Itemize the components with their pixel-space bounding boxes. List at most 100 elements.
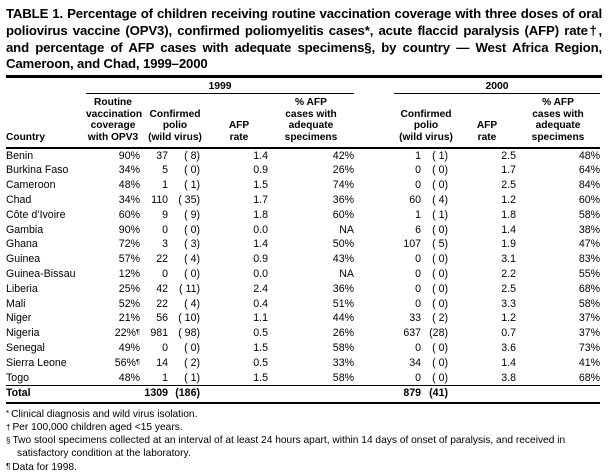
cell-adequate-specimens-1999: 74%: [332, 179, 354, 192]
table-body: Benin 90% 37( 8) 1.4 42% 1( 1) 2.5 48% Burkina F…: [6, 148, 601, 404]
cell-adequate-specimens-2000: 64%: [578, 164, 601, 177]
cell-adequate-specimens-2000: 84%: [578, 179, 601, 192]
cell-confirmed-polio-1999: 0 ( 0): [140, 341, 210, 356]
wild-virus-count: ( 0): [432, 253, 448, 266]
cell-afp-rate-2000: 1.4: [501, 223, 516, 236]
cell-confirmed-polio-1999: 22 ( 4): [140, 297, 210, 312]
cell-opv3-coverage: 34%: [118, 164, 140, 177]
table-row: Sierra Leone 56%¶ 14 ( 2) 0.5 33% 34 ( 0) 1.4 41%: [6, 356, 600, 371]
cell-confirmed-polio-2000: 34 ( 0): [394, 356, 458, 371]
cell-adequate-specimens-2000: 48%: [578, 149, 601, 162]
footnote-symbol: §: [6, 435, 11, 445]
total-adeq-1999-empty: [268, 385, 354, 404]
cell-afp-rate-2000: 1.4: [501, 356, 516, 369]
cell-confirmed-polio-1999: 37 ( 8): [140, 148, 210, 164]
cell-country: Sierra Leone: [6, 356, 67, 369]
footnote-text: Per 100,000 children aged <15 years.: [12, 422, 183, 434]
polio-cases-count: 0: [415, 371, 421, 384]
cell-afp-rate-1999: 1.5: [253, 371, 268, 384]
cell-gap-spacer: [354, 326, 394, 341]
polio-cases-count: 3: [162, 238, 168, 251]
cell-opv3-coverage: 48%: [118, 179, 140, 192]
cell-adequate-specimens-2000: 38%: [578, 223, 601, 236]
wild-virus-count: ( 0): [184, 223, 200, 236]
cell-confirmed-polio-1999: 1309 (186): [140, 385, 210, 404]
cell-opv3-coverage: 48%: [118, 371, 140, 384]
cell-country: Burkina Faso: [6, 164, 69, 177]
cell-confirmed-polio-1999: 9 ( 9): [140, 208, 210, 223]
cell-country: Liberia: [6, 282, 38, 295]
cell-afp-rate-1999: 1.5: [253, 341, 268, 354]
wild-virus-count: (41): [429, 387, 448, 400]
cell-opv3-coverage: 56%¶: [114, 356, 140, 369]
cell-afp-rate-1999: 2.4: [253, 282, 268, 295]
polio-cases-count: 56: [156, 312, 168, 325]
cell-confirmed-polio-2000: 0 ( 0): [394, 178, 458, 193]
cell-adequate-specimens-1999: 36%: [332, 282, 354, 295]
polio-cases-count: 0: [415, 253, 421, 266]
cell-confirmed-polio-2000: 6 ( 0): [394, 223, 458, 238]
wild-virus-count: ( 1): [184, 371, 200, 384]
polio-cases-count: 1: [162, 371, 168, 384]
table-row: Guinea 57% 22 ( 4) 0.9 43% 0 ( 0) 3.1 83%: [6, 252, 600, 267]
polio-cases-count: 37: [156, 149, 168, 162]
cell-confirmed-polio-1999: 3 ( 3): [140, 237, 210, 252]
cell-opv3-coverage: 60%: [118, 208, 140, 221]
cell-confirmed-polio-2000: 0 ( 0): [394, 341, 458, 356]
polio-cases-count: 1: [415, 149, 421, 162]
cell-country: Gambia: [6, 223, 44, 236]
cell-confirmed-polio-2000: 1 ( 1): [394, 208, 458, 223]
footnote-text: Data for 1998.: [12, 461, 77, 473]
cell-country: Cameroon: [6, 179, 56, 192]
polio-cases-count: 60: [409, 193, 421, 206]
cell-afp-rate-2000: 2.5: [501, 149, 516, 162]
polio-cases-count: 14: [156, 356, 168, 369]
cell-opv3-coverage: 52%: [118, 297, 140, 310]
cell-gap-spacer: [354, 267, 394, 282]
cell-confirmed-polio-2000: 0 ( 0): [394, 163, 458, 178]
cell-gap-spacer: [354, 148, 394, 164]
cell-adequate-specimens-2000: 55%: [578, 267, 601, 280]
cell-opv3-coverage: 12%: [118, 267, 140, 280]
footnote-symbol: †: [6, 422, 11, 432]
cell-afp-rate-2000: 3.8: [501, 371, 516, 384]
cell-afp-rate-1999: 1.4: [253, 149, 268, 162]
cell-confirmed-polio-2000: 637 (28): [394, 326, 458, 341]
wild-virus-count: (186): [175, 387, 200, 400]
cell-afp-rate-1999: 0.5: [253, 356, 268, 369]
vaccination-table: 1999 2000 Country Routine vaccination co…: [6, 81, 601, 404]
polio-cases-count: 0: [162, 341, 168, 354]
cell-adequate-specimens-1999: NA: [339, 223, 354, 236]
cell-afp-rate-2000: 1.2: [501, 193, 516, 206]
wild-virus-count: ( 0): [432, 267, 448, 280]
wild-virus-count: ( 3): [184, 238, 200, 251]
header-gap-spacer: [354, 93, 394, 149]
cell-country: Benin: [6, 149, 34, 162]
wild-virus-count: (28): [429, 327, 448, 340]
cell-adequate-specimens-1999: 60%: [332, 208, 354, 221]
cell-adequate-specimens-1999: 36%: [332, 193, 354, 206]
wild-virus-count: ( 10): [178, 312, 200, 325]
cell-afp-rate-1999: 1.1: [253, 312, 268, 325]
cell-afp-rate-1999: 0.4: [253, 297, 268, 310]
cell-gap-spacer: [354, 282, 394, 297]
year-row-country-spacer: [6, 81, 86, 94]
footnotes-block: * Clinical diagnosis and wild virus isola…: [6, 408, 602, 473]
cell-confirmed-polio-1999: 22 ( 4): [140, 252, 210, 267]
cell-gap-spacer: [354, 208, 394, 223]
footnote: * Clinical diagnosis and wild virus isola…: [6, 408, 602, 421]
cell-country: Guinea-Bissau: [6, 267, 76, 280]
wild-virus-count: ( 4): [184, 297, 200, 310]
cell-confirmed-polio-2000: 107 ( 5): [394, 237, 458, 252]
col-header-confirmed-polio-2000: Confirmed polio (wild virus): [394, 93, 458, 149]
cell-adequate-specimens-2000: 41%: [578, 356, 601, 369]
footnote: § Two stool specimens collected at an int…: [6, 434, 602, 460]
cell-afp-rate-2000: 2.5: [501, 282, 516, 295]
polio-cases-count: 0: [415, 297, 421, 310]
table-title: TABLE 1. Percentage of children receivin…: [6, 6, 602, 72]
cell-confirmed-polio-1999: 1 ( 1): [140, 178, 210, 193]
wild-virus-count: ( 0): [432, 179, 448, 192]
polio-cases-count: 0: [415, 282, 421, 295]
wild-virus-count: ( 8): [184, 149, 200, 162]
